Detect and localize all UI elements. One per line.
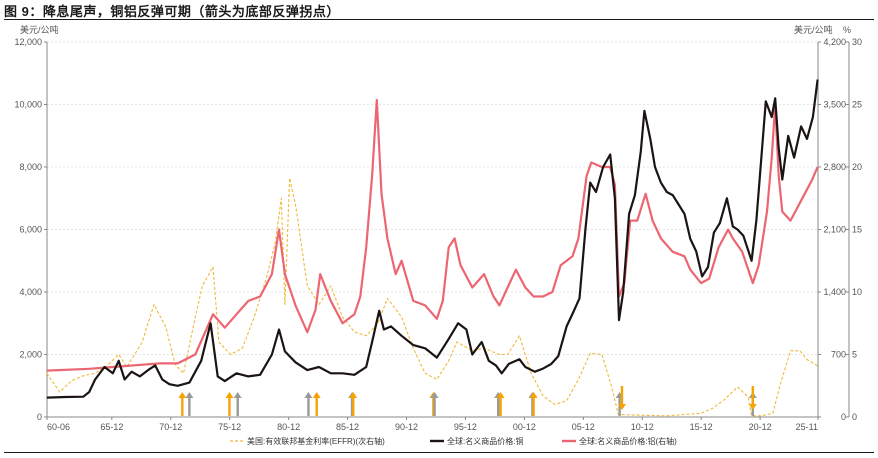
x-tick-label: 75-12 bbox=[218, 422, 241, 432]
left-tick-label: 8,000 bbox=[19, 162, 42, 172]
right-tick-label-1: 3,500 bbox=[823, 100, 846, 110]
x-tick-label: 85-12 bbox=[336, 422, 359, 432]
legend-label: 全球:名义商品价格:铜 bbox=[447, 436, 523, 446]
x-tick-label: 05-12 bbox=[572, 422, 595, 432]
x-tick-label: 25-11 bbox=[796, 422, 818, 432]
x-tick-label: 60-06 bbox=[47, 422, 70, 432]
gridlines bbox=[47, 41, 818, 355]
arrow-head bbox=[312, 392, 321, 398]
right-axis-unit-2: % bbox=[843, 25, 851, 35]
arrow-head bbox=[618, 404, 626, 410]
right-tick-labels-2: 0 5 10 15 20 25 30 bbox=[845, 37, 862, 422]
arrow-head bbox=[529, 392, 538, 398]
arrow-markers bbox=[178, 386, 757, 416]
right-tick-label-2: 10 bbox=[852, 287, 862, 297]
right-tick-label-2: 5 bbox=[852, 350, 857, 360]
right-tick-label-2: 30 bbox=[852, 37, 862, 47]
left-tick-label: 6,000 bbox=[19, 225, 42, 235]
arrow-head bbox=[304, 392, 313, 398]
series-lines bbox=[46, 79, 819, 417]
series-line bbox=[46, 177, 818, 417]
bottom-rule bbox=[4, 452, 874, 453]
right-tick-label-2: 15 bbox=[852, 225, 862, 235]
arrow-head bbox=[178, 392, 187, 398]
axes: 美元/公吨 美元/公吨 % bbox=[20, 24, 851, 418]
left-tick-label: 10,000 bbox=[14, 100, 42, 110]
x-tick-label: 80-12 bbox=[277, 422, 300, 432]
arrow-head bbox=[185, 392, 194, 398]
arrow-head bbox=[430, 392, 439, 398]
right-axis-unit-1: 美元/公吨 bbox=[794, 24, 833, 35]
title-rule bbox=[4, 19, 874, 20]
series-line bbox=[46, 79, 819, 399]
arrow-head bbox=[225, 392, 234, 398]
x-tick-label: 15-12 bbox=[690, 422, 713, 432]
x-tick-label: 90-12 bbox=[395, 422, 418, 432]
left-tick-label: 0 bbox=[37, 412, 42, 422]
x-tick-label: 00-12 bbox=[513, 422, 536, 432]
figure-title: 图 9：降息尾声，铜铝反弹可期（箭头为底部反弹拐点） bbox=[4, 4, 340, 19]
series-line bbox=[46, 98, 819, 372]
left-tick-label: 12,000 bbox=[14, 37, 42, 47]
right-tick-label-1: 2,800 bbox=[823, 162, 846, 172]
left-tick-label: 2,000 bbox=[19, 350, 42, 360]
right-tick-label-1: 0 bbox=[841, 412, 846, 422]
x-tick-label: 65-12 bbox=[100, 422, 123, 432]
legend: 美国:有效联邦基金利率(EFFR)(次右轴) 全球:名义商品价格:铜 全球:名义商品… bbox=[230, 436, 677, 446]
right-tick-label-1: 4,200 bbox=[823, 37, 846, 47]
right-tick-labels-1: 0 700 1,400 2,100 2,800 3,500 4,200 bbox=[818, 37, 846, 422]
left-tick-label: 4,000 bbox=[19, 287, 42, 297]
x-tick-label: 10-12 bbox=[631, 422, 654, 432]
legend-label: 美国:有效联邦基金利率(EFFR)(次右轴) bbox=[247, 436, 385, 446]
left-axis-unit: 美元/公吨 bbox=[20, 24, 59, 35]
x-tick-labels: 60-06 65-12 70-12 75-12 80-12 85-12 90-12 95-12… bbox=[46, 417, 819, 432]
arrow-head bbox=[233, 392, 242, 398]
right-tick-label-1: 2,100 bbox=[823, 225, 846, 235]
right-tick-label-1: 700 bbox=[831, 350, 846, 360]
arrow-head bbox=[496, 392, 505, 398]
right-tick-label-2: 0 bbox=[852, 412, 857, 422]
arrow-head bbox=[748, 404, 757, 410]
right-tick-label-2: 25 bbox=[852, 100, 862, 110]
legend-label: 全球:名义商品价格:铝(右轴) bbox=[579, 436, 677, 446]
arrow-head bbox=[349, 392, 358, 398]
left-tick-labels: 0 2,000 4,000 6,000 8,000 10,000 12,000 bbox=[14, 37, 47, 422]
right-tick-label-1: 1,400 bbox=[823, 287, 846, 297]
right-tick-label-2: 20 bbox=[852, 162, 862, 172]
x-tick-label: 95-12 bbox=[454, 422, 477, 432]
x-tick-label: 70-12 bbox=[159, 422, 182, 432]
x-tick-label: 20-12 bbox=[749, 422, 772, 432]
